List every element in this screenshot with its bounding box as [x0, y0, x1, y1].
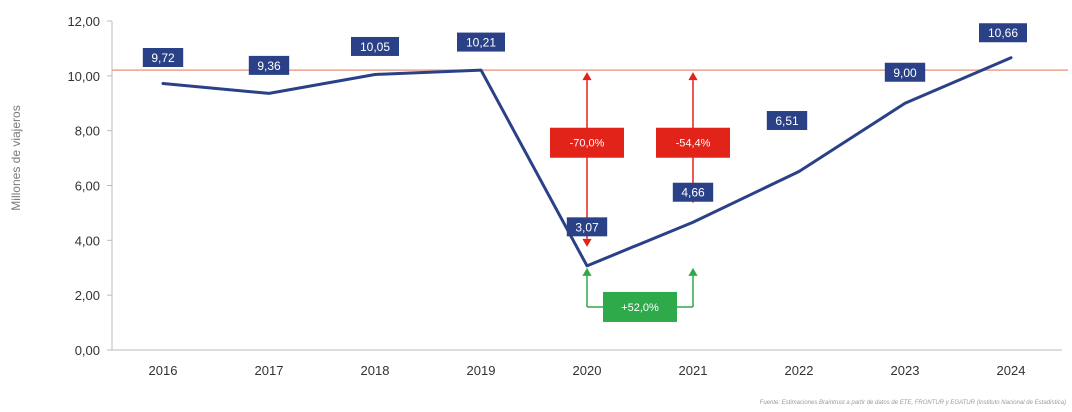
data-label-box	[672, 182, 714, 202]
x-tick-label: 2020	[573, 363, 602, 378]
annotation-box	[603, 291, 677, 322]
data-label: 10,21	[466, 36, 496, 50]
data-label-box	[248, 55, 290, 75]
annotation-arrowhead-up	[582, 267, 592, 276]
annotation-arrowhead-up	[688, 267, 698, 276]
data-label-box	[566, 217, 608, 237]
annotation-label: +52,0%	[621, 302, 659, 314]
series-line	[161, 56, 1013, 268]
data-label-box	[142, 48, 184, 68]
annotation-label: -70,0%	[570, 138, 605, 150]
data-label-box	[351, 36, 399, 56]
annotation-box	[550, 127, 624, 158]
data-label-box	[979, 23, 1027, 43]
x-tick-label: 2023	[891, 363, 920, 378]
x-tick-label: 2019	[467, 363, 496, 378]
data-label-box	[884, 62, 926, 82]
annotation-label: -54,4%	[676, 138, 711, 150]
data-label: 9,00	[893, 66, 917, 80]
annotation-arrowhead-down	[582, 238, 592, 247]
x-tick-label: 2021	[679, 363, 708, 378]
data-label: 9,36	[257, 59, 281, 73]
x-tick-label: 2024	[997, 363, 1026, 378]
y-tick-label: 4,00	[75, 233, 100, 248]
y-tick-label: 2,00	[75, 288, 100, 303]
annotation-arrowhead-up	[582, 72, 592, 81]
x-tick-label: 2016	[149, 363, 178, 378]
x-tick-label: 2017	[255, 363, 284, 378]
y-tick-label: 0,00	[75, 343, 100, 358]
y-tick-label: 8,00	[75, 124, 100, 139]
annotation-arrowhead-up	[688, 72, 698, 81]
data-label: 10,66	[988, 26, 1018, 40]
x-tick-label: 2018	[361, 363, 390, 378]
data-label: 9,72	[151, 51, 175, 65]
y-tick-label: 10,00	[67, 69, 100, 84]
data-label: 6,51	[775, 114, 799, 128]
y-tick-label: 12,00	[67, 14, 100, 29]
data-label-box	[457, 32, 505, 52]
data-label: 4,66	[681, 186, 705, 200]
source-note: Fuente: Estimaciones Braintrust a partir…	[760, 400, 1066, 406]
y-axis-label: Millones de viajeros	[9, 105, 23, 210]
data-label: 3,07	[575, 220, 599, 234]
x-tick-label: 2022	[785, 363, 814, 378]
annotation-box	[656, 127, 730, 158]
data-label: 10,05	[360, 40, 390, 54]
data-label-box	[766, 111, 808, 131]
y-tick-label: 6,00	[75, 179, 100, 194]
